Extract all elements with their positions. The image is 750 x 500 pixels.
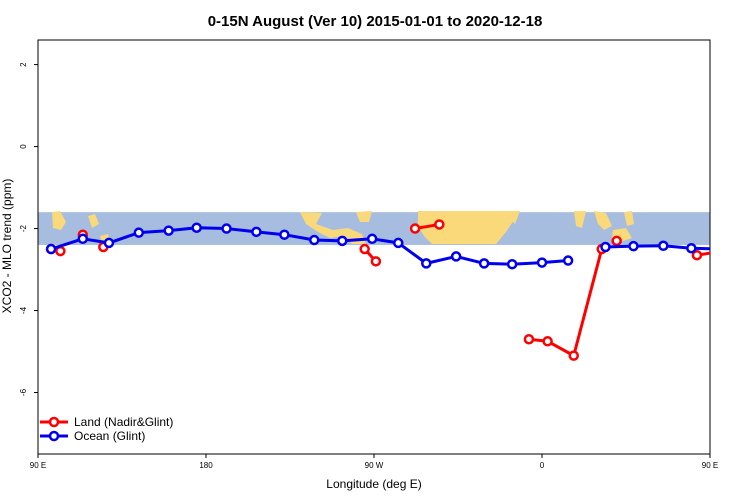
x-axis-label: Longitude (deg E) [326,477,421,491]
y-axis-label: XCO2 - MLO trend (ppm) [0,179,14,314]
ocean-data-point [103,237,115,249]
map-band-land [52,211,634,244]
ocean-data-point [393,237,404,249]
land-data-point [741,231,749,239]
ocean-data-point [279,229,290,240]
y-tick-label: -2 [19,224,28,232]
y-tick-label: -4 [19,306,28,314]
ocean-data-point [686,242,697,254]
y-tick-label: -6 [19,388,28,396]
ocean-data-point [562,255,574,266]
legend-ocean-marker [48,430,60,442]
land-data-point [568,350,579,361]
ocean-data-point [191,222,202,233]
ocean-data-point [450,251,462,262]
land-southeast-asia [594,211,612,230]
ocean-data-point [337,235,348,247]
land-africa [418,211,514,244]
ocean-data-point [251,226,262,238]
ocean-data-point [715,245,723,253]
ocean-data-point [133,227,145,238]
legend-land-marker [48,416,60,428]
land-data-point [719,247,727,255]
ocean-data-point [600,241,611,253]
ocean-data-point [741,235,749,243]
legend-ocean-label: Ocean (Glint) [74,429,145,443]
ocean-data-point [163,225,174,236]
ocean-data-point [628,240,639,252]
y-axis: 2 0 -2 -4 -6 [19,62,38,396]
ocean-data-point [45,243,57,255]
land-data-point [370,256,382,267]
x-tick-label: 90 E [702,461,718,470]
land-data-point [523,333,535,345]
ocean-data-point [536,257,548,268]
land-data-point [611,235,622,247]
ocean-data-point [77,233,89,245]
land-data-point [542,336,553,347]
land-island-a [88,214,99,228]
land-data-point [409,223,421,234]
ocean-data-point [506,258,518,270]
land-data-point [434,219,445,230]
y-tick-label: 2 [19,62,28,67]
ocean-data-point [309,234,320,246]
series-layer [45,219,749,361]
x-tick-label: 90 E [30,461,46,470]
land-arabia [508,211,520,224]
x-tick-label: 0 [540,461,545,470]
x-tick-label: 90 W [365,461,384,470]
ocean-data-point [658,240,669,252]
land-australasia-west [52,211,66,230]
land-central-america [300,212,366,244]
land-south-america [356,211,372,222]
land-data-point [359,243,370,255]
y-tick-label: 0 [19,144,28,149]
legend: Land (Nadir&Glint) Ocean (Glint) [40,415,173,443]
ocean-series-line [605,244,710,251]
legend-land-label: Land (Nadir&Glint) [74,415,173,429]
land-series-line [528,248,604,358]
ocean-data-point [221,223,232,234]
x-tick-label: 180 [199,461,213,470]
x-axis: 90 E 180 90 W 0 90 E 180 [30,454,718,470]
ocean-data-point [366,233,378,245]
ocean-data-point [478,258,490,269]
land-data-point [691,249,703,261]
land-philippines [624,211,634,226]
land-india [574,211,586,228]
ocean-data-point [421,258,432,269]
chart-title: 0-15N August (Ver 10) 2015-01-01 to 2020… [208,13,543,30]
